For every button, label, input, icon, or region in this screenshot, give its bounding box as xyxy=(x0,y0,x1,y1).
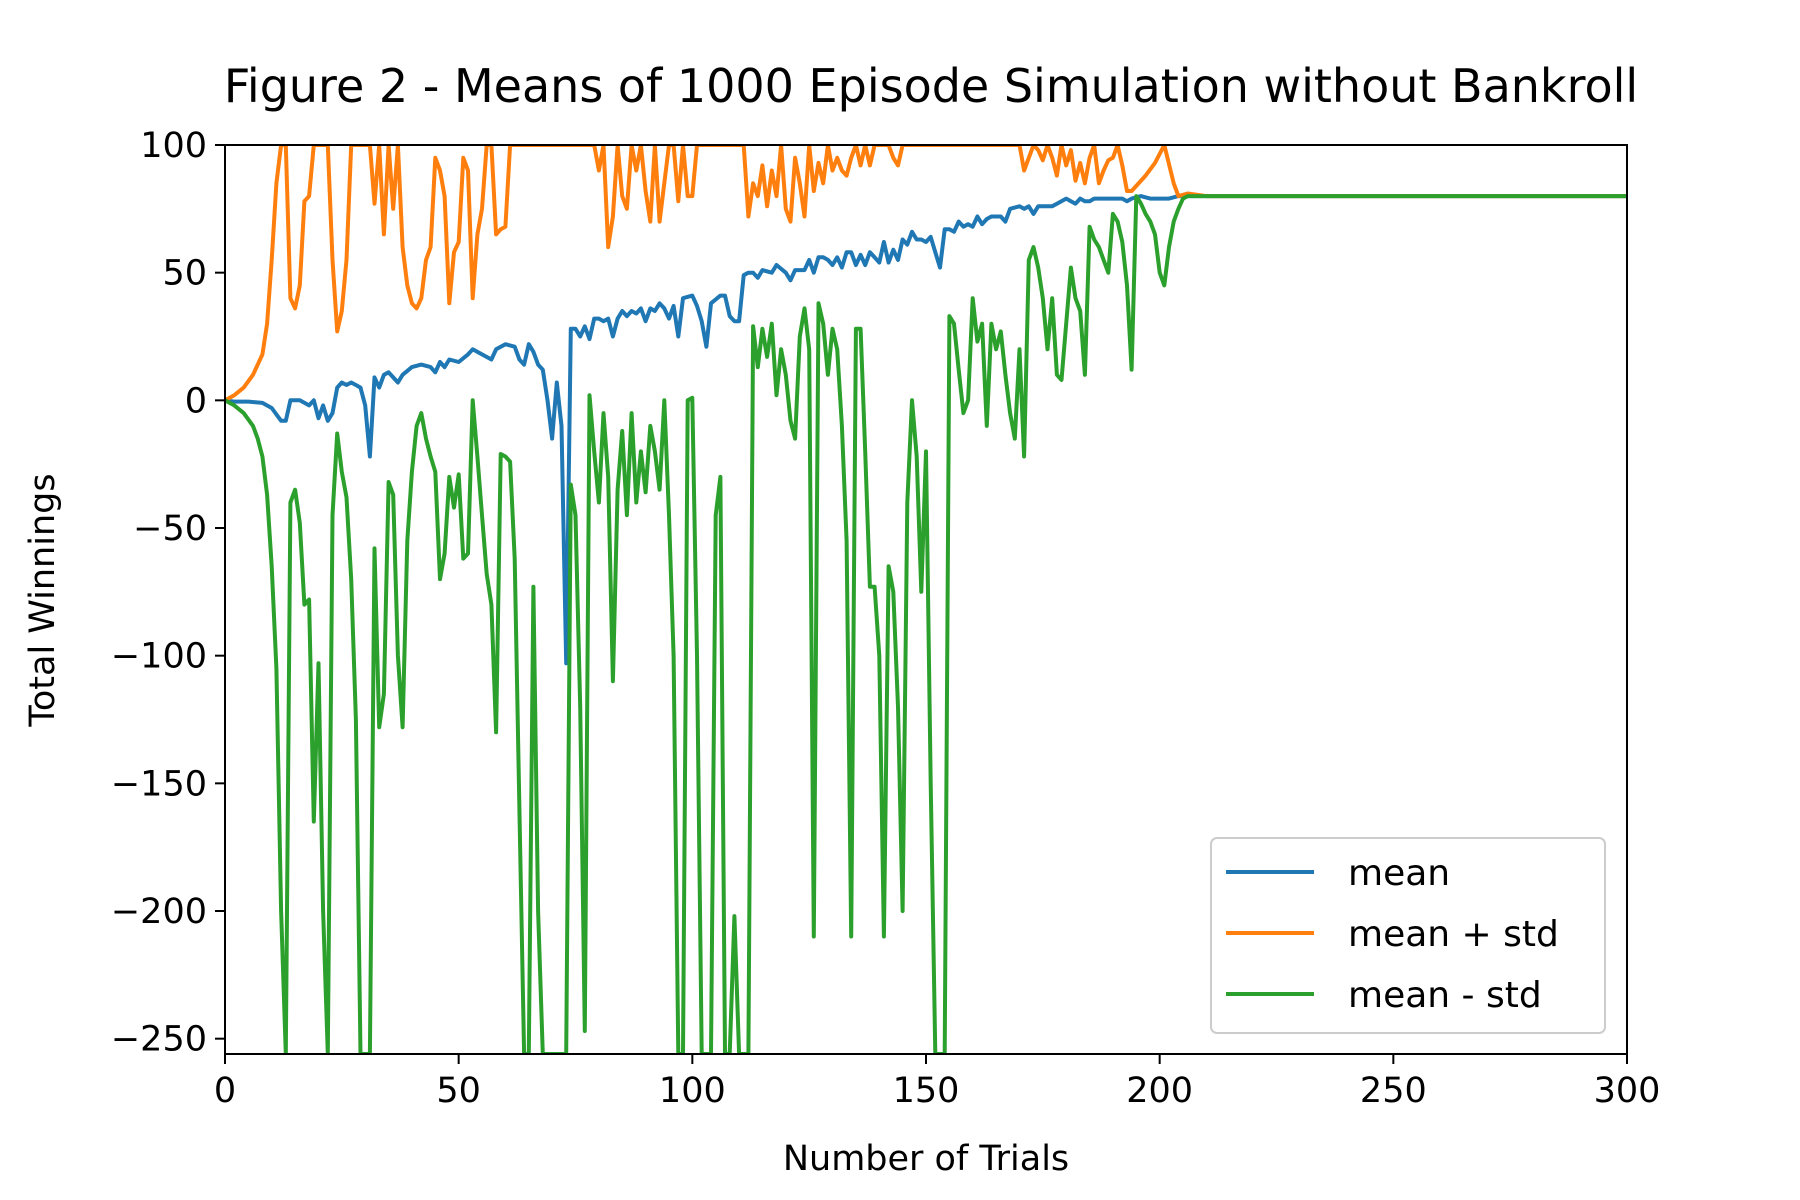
legend: mean mean + std mean - std xyxy=(1210,837,1606,1034)
x-tick-label: 300 xyxy=(1594,1071,1661,1111)
y-tick-label: −50 xyxy=(133,509,207,549)
y-tick-label: 50 xyxy=(162,254,207,294)
x-tick-label: 100 xyxy=(659,1071,726,1111)
series-line-mean-std xyxy=(225,145,1627,403)
y-tick-label: −250 xyxy=(111,1020,207,1060)
series-line-mean-std xyxy=(225,194,1627,1054)
y-tick-label: −100 xyxy=(111,637,207,677)
y-axis-ticks: 100 50 0 −50 −100 −150 −200 −250 xyxy=(111,126,225,1060)
legend-label: mean - std xyxy=(1348,975,1542,1016)
x-tick-label: 250 xyxy=(1360,1071,1427,1111)
legend-label: mean + std xyxy=(1348,914,1559,955)
legend-label: mean xyxy=(1348,853,1450,894)
x-axis-label: Number of Trials xyxy=(783,1139,1069,1179)
x-tick-label: 0 xyxy=(214,1071,236,1111)
y-tick-label: 100 xyxy=(140,126,207,166)
y-tick-label: −200 xyxy=(111,892,207,932)
y-axis-label: Total Winnings xyxy=(23,473,63,727)
x-axis-ticks: 0 50 100 150 200 250 300 xyxy=(214,1054,1661,1111)
chart-title: Figure 2 - Means of 1000 Episode Simulat… xyxy=(224,59,1638,113)
x-tick-label: 200 xyxy=(1126,1071,1193,1111)
y-tick-label: 0 xyxy=(185,381,207,421)
x-tick-label: 150 xyxy=(893,1071,960,1111)
series-line-mean xyxy=(225,194,1627,666)
legend-box xyxy=(1210,837,1606,1034)
series-layer xyxy=(225,145,1627,1054)
x-tick-label: 50 xyxy=(436,1071,481,1111)
y-tick-label: −150 xyxy=(111,764,207,804)
